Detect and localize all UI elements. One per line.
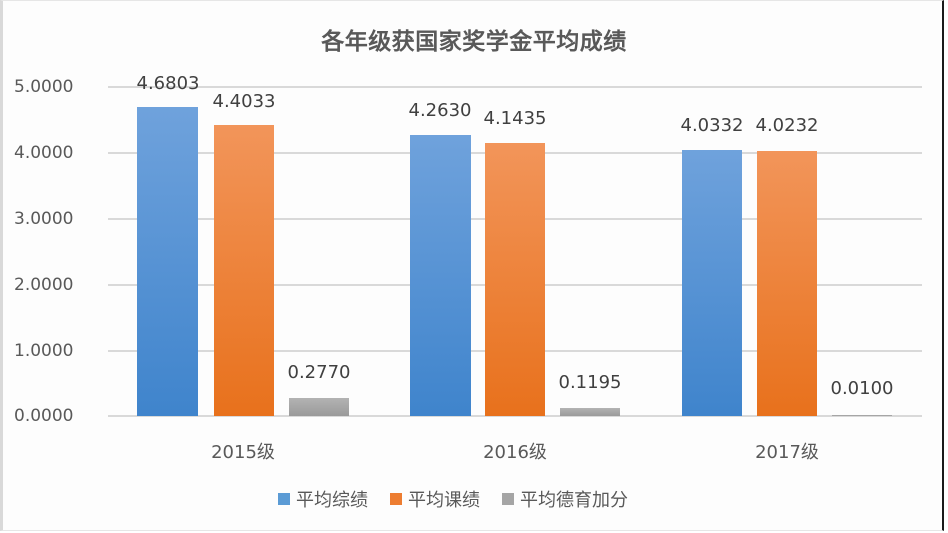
legend-swatch-orange-icon (390, 493, 402, 505)
bar-2016-avg-course (485, 143, 545, 416)
x-tick-label: 2016级 (483, 442, 547, 463)
value-label: 4.0332 (680, 115, 744, 136)
y-tick-label: 4.0000 (14, 143, 74, 163)
x-axis-line (108, 415, 922, 417)
gridline (108, 86, 922, 88)
legend-label: 平均课绩 (408, 490, 480, 511)
value-label: 4.2630 (408, 100, 472, 121)
bar-2017-avg-course (757, 151, 817, 416)
value-label: 0.2770 (287, 362, 351, 383)
legend-swatch-gray-icon (502, 493, 514, 505)
y-tick-label: 1.0000 (14, 341, 74, 361)
legend-label: 平均德育加分 (520, 490, 628, 511)
y-tick-label: 2.0000 (14, 275, 74, 295)
bar-2015-avg-course (214, 125, 274, 416)
bar-2015-avg-moral (289, 398, 349, 416)
bar-2017-avg-composite (682, 150, 742, 416)
value-label: 0.1195 (558, 372, 622, 393)
bar-2017-avg-moral (832, 415, 892, 416)
y-tick-label: 0.0000 (14, 406, 74, 426)
value-label: 4.4033 (212, 91, 276, 112)
legend: 平均综绩 平均课绩 平均德育加分 (278, 486, 650, 512)
legend-item-avg-course[interactable]: 平均课绩 (390, 486, 480, 512)
bar-2016-avg-composite (410, 135, 471, 416)
bar-2015-avg-composite (137, 107, 198, 416)
value-label: 4.0232 (755, 115, 819, 136)
value-label: 0.0100 (830, 378, 894, 399)
value-label: 4.1435 (483, 108, 547, 129)
x-tick-label: 2015级 (211, 442, 275, 463)
bar-2016-avg-moral (560, 408, 620, 416)
legend-swatch-blue-icon (278, 493, 290, 505)
legend-item-avg-composite[interactable]: 平均综绩 (278, 486, 368, 512)
x-tick-label: 2017级 (755, 442, 819, 463)
legend-item-avg-moral[interactable]: 平均德育加分 (502, 486, 628, 512)
y-tick-label: 5.0000 (14, 77, 74, 97)
y-tick-label: 3.0000 (14, 209, 74, 229)
legend-label: 平均综绩 (296, 490, 368, 511)
value-label: 4.6803 (136, 73, 200, 94)
chart-title: 各年级获国家奖学金平均成绩 (321, 29, 627, 55)
